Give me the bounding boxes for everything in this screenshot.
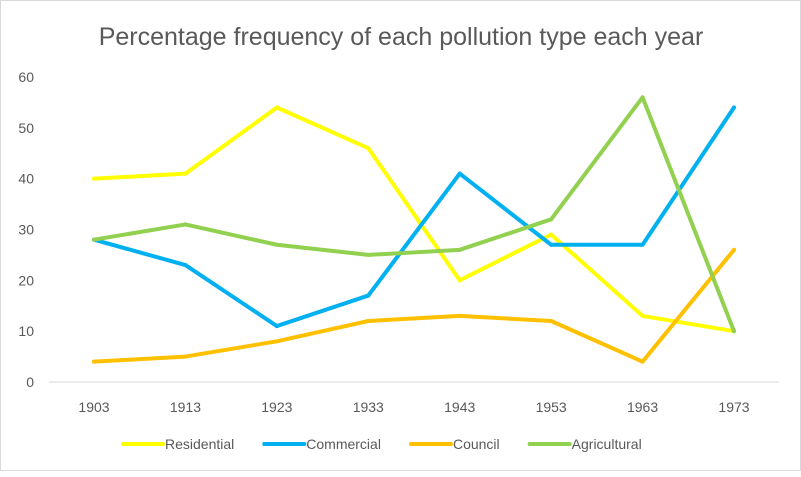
data-point-residential	[457, 278, 462, 283]
data-point-commercial	[366, 293, 371, 298]
legend-item-agricultural: Agricultural	[527, 436, 642, 452]
legend-item-residential: Residential	[121, 436, 234, 452]
data-point-residential	[274, 105, 279, 110]
series-line-council	[92, 247, 736, 364]
data-point-council	[732, 247, 736, 252]
data-point-residential	[92, 176, 96, 181]
x-tick-label: 1923	[261, 399, 292, 415]
data-point-agricultural	[457, 247, 462, 252]
legend-label: Agricultural	[572, 436, 642, 452]
chart-title: Percentage frequency of each pollution t…	[99, 23, 704, 51]
data-point-council	[92, 359, 96, 364]
y-tick-label: 60	[18, 69, 34, 85]
series-line-residential	[92, 105, 736, 334]
data-point-residential	[366, 146, 371, 151]
y-tick-label: 50	[18, 120, 34, 136]
data-point-agricultural	[549, 217, 554, 222]
data-point-council	[549, 319, 554, 323]
data-point-agricultural	[183, 222, 188, 227]
y-tick-label: 0	[26, 374, 34, 390]
data-point-residential	[549, 232, 554, 237]
data-point-council	[183, 354, 188, 359]
x-tick-label: 1973	[718, 399, 749, 415]
y-tick-label: 40	[18, 171, 34, 187]
data-point-council	[274, 339, 279, 344]
data-point-residential	[183, 171, 188, 176]
legend-label: Residential	[165, 436, 234, 452]
y-tick-label: 20	[18, 272, 34, 288]
data-point-agricultural	[92, 237, 96, 242]
y-tick-label: 10	[18, 323, 34, 339]
data-point-agricultural	[366, 252, 371, 257]
data-point-commercial	[732, 105, 736, 110]
x-tick-label: 1943	[444, 399, 475, 415]
y-tick-label: 30	[18, 222, 34, 238]
data-point-council	[640, 359, 645, 364]
x-tick-label: 1963	[627, 399, 658, 415]
x-tick-label: 1913	[170, 399, 201, 415]
legend-label: Council	[453, 436, 500, 452]
x-tick-label: 1903	[78, 399, 109, 415]
data-point-commercial	[457, 171, 462, 176]
data-point-council	[366, 319, 371, 323]
data-point-agricultural	[274, 242, 279, 247]
x-tick-label: 1933	[353, 399, 384, 415]
series-line-agricultural	[92, 95, 736, 334]
legend-item-commercial: Commercial	[262, 436, 381, 452]
data-point-council	[457, 313, 462, 318]
series-line-commercial	[92, 105, 736, 329]
data-point-residential	[640, 313, 645, 318]
data-point-commercial	[183, 263, 188, 268]
x-tick-label: 1953	[536, 399, 567, 415]
legend-item-council: Council	[408, 436, 500, 452]
data-point-commercial	[640, 242, 645, 247]
data-point-agricultural	[640, 95, 645, 100]
legend-label: Commercial	[306, 436, 381, 452]
data-point-agricultural	[732, 329, 736, 334]
data-point-commercial	[274, 324, 279, 329]
data-point-commercial	[549, 242, 554, 247]
